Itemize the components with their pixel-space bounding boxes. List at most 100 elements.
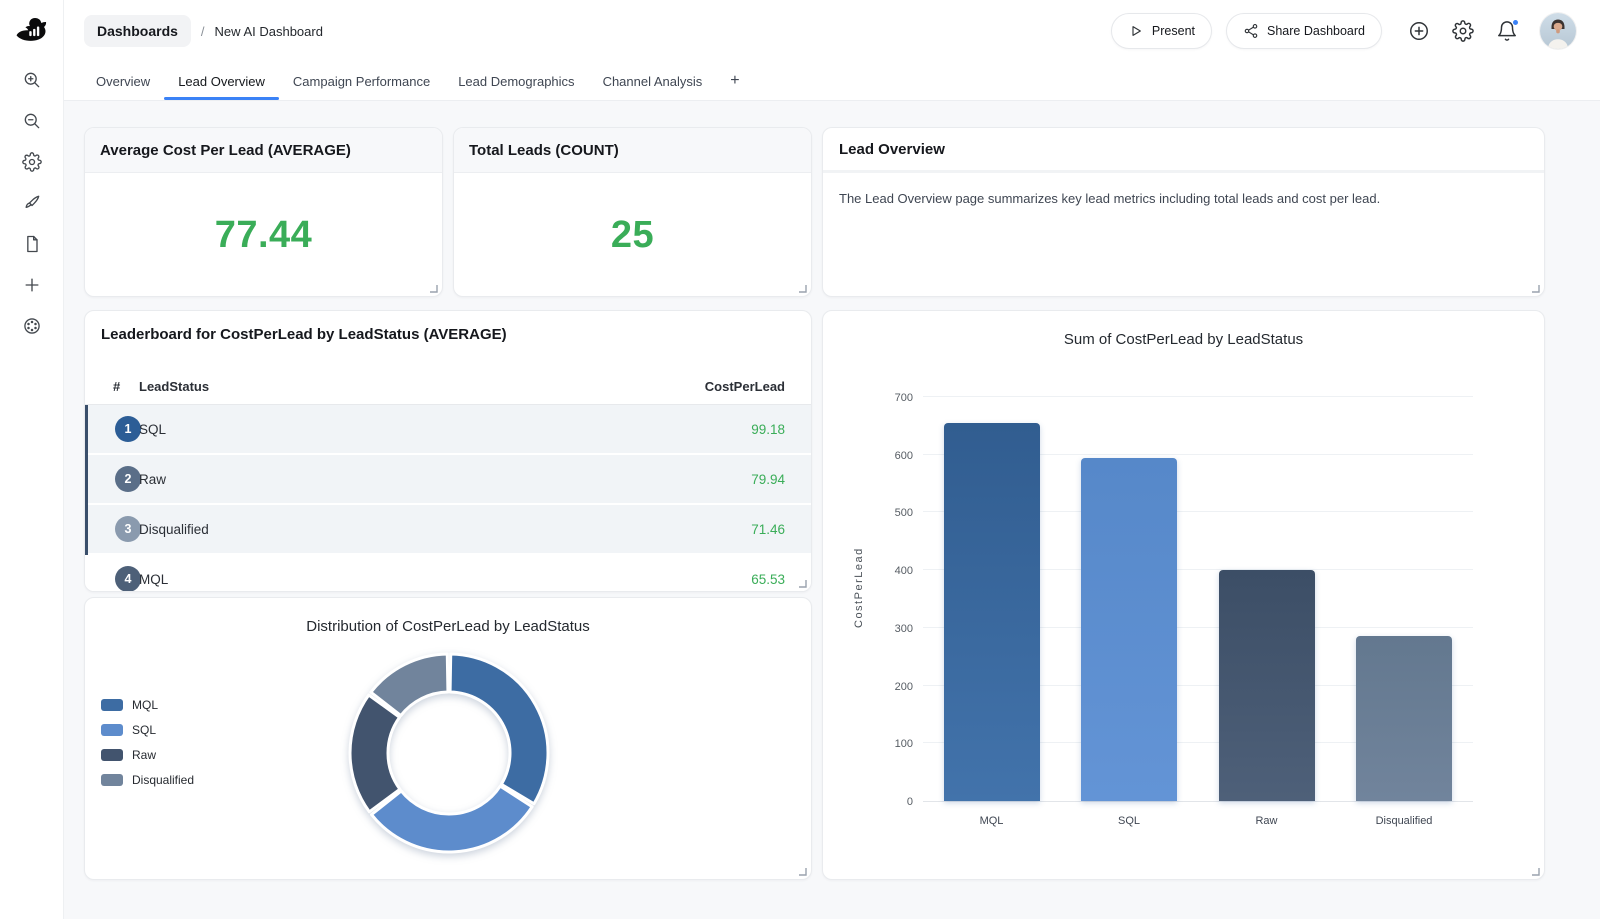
bar-raw[interactable] bbox=[1219, 570, 1315, 801]
legend-swatch bbox=[101, 699, 123, 711]
card-lead-overview-text: Lead Overview The Lead Overview page sum… bbox=[822, 127, 1545, 297]
donut-segment-mql[interactable] bbox=[450, 654, 548, 804]
present-button-label: Present bbox=[1152, 24, 1195, 38]
add-tab-button[interactable]: + bbox=[716, 62, 753, 100]
legend-swatch bbox=[101, 749, 123, 761]
tab-lead-demographics[interactable]: Lead Demographics bbox=[444, 62, 588, 100]
document-icon[interactable] bbox=[22, 234, 42, 254]
share-dashboard-button[interactable]: Share Dashboard bbox=[1226, 13, 1382, 49]
resize-handle[interactable] bbox=[1529, 281, 1541, 293]
legend-swatch bbox=[101, 724, 123, 736]
metric-value: 77.44 bbox=[85, 173, 442, 297]
status-cell: Disqualified bbox=[139, 522, 671, 537]
legend-label: Disqualified bbox=[132, 773, 194, 787]
bar-disqualified[interactable] bbox=[1356, 636, 1452, 801]
palette-wheel-icon[interactable] bbox=[22, 316, 42, 336]
y-tick-700: 700 bbox=[869, 392, 913, 404]
rank-badge: 2 bbox=[115, 466, 141, 492]
legend-label: SQL bbox=[132, 723, 156, 737]
rank-cell: 3 bbox=[85, 516, 139, 542]
present-button[interactable]: Present bbox=[1111, 13, 1212, 49]
breadcrumb-dashboards[interactable]: Dashboards bbox=[84, 15, 191, 47]
gridline-700 bbox=[923, 396, 1473, 397]
card-title: Average Cost Per Lead (AVERAGE) bbox=[85, 128, 442, 173]
legend-item-raw[interactable]: Raw bbox=[101, 748, 194, 762]
donut-segment-raw[interactable] bbox=[350, 695, 400, 812]
leaderboard-row-disqualified[interactable]: 3Disqualified71.46 bbox=[85, 505, 811, 555]
card-leaderboard: Leaderboard for CostPerLead by LeadStatu… bbox=[84, 310, 812, 592]
top-actions: Present Share Dashboard bbox=[1111, 13, 1576, 49]
user-avatar[interactable] bbox=[1540, 13, 1576, 49]
share-dashboard-label: Share Dashboard bbox=[1267, 24, 1365, 38]
resize-handle[interactable] bbox=[1529, 864, 1541, 876]
leaderboard-row-raw[interactable]: 2Raw79.94 bbox=[85, 455, 811, 505]
status-cell: MQL bbox=[139, 572, 671, 587]
leaderboard-row-sql[interactable]: 1SQL99.18 bbox=[85, 405, 811, 455]
rank-badge: 4 bbox=[115, 566, 141, 592]
leaderboard-accent-bar bbox=[85, 405, 88, 555]
value-cell: 71.46 bbox=[671, 522, 811, 537]
x-tick-mql: MQL bbox=[923, 815, 1060, 827]
card-bar-chart: Sum of CostPerLead by LeadStatus CostPer… bbox=[822, 310, 1545, 880]
leaderboard-row-mql[interactable]: 4MQL65.53 bbox=[85, 555, 811, 592]
tab-overview[interactable]: Overview bbox=[82, 62, 164, 100]
resize-handle[interactable] bbox=[796, 576, 808, 588]
settings-gear-icon[interactable] bbox=[22, 152, 42, 172]
table-header: # LeadStatus CostPerLead bbox=[85, 369, 811, 405]
dashboard-canvas: Average Cost Per Lead (AVERAGE) 77.44 To… bbox=[64, 101, 1600, 919]
gear-icon bbox=[1452, 20, 1474, 42]
tab-campaign-performance[interactable]: Campaign Performance bbox=[279, 62, 444, 100]
resize-handle[interactable] bbox=[427, 281, 439, 293]
chart-title: Distribution of CostPerLead by LeadStatu… bbox=[85, 618, 811, 635]
metric-value: 25 bbox=[454, 173, 811, 297]
legend-item-disqualified[interactable]: Disqualified bbox=[101, 773, 194, 787]
zoom-in-icon[interactable] bbox=[22, 70, 42, 90]
notifications-button[interactable] bbox=[1496, 20, 1518, 42]
legend-item-mql[interactable]: MQL bbox=[101, 698, 194, 712]
rank-cell: 4 bbox=[85, 566, 139, 592]
value-cell: 79.94 bbox=[671, 472, 811, 487]
add-widget-button[interactable] bbox=[1408, 20, 1430, 42]
bar-sql[interactable] bbox=[1081, 458, 1177, 801]
breadcrumb-current: New AI Dashboard bbox=[215, 24, 323, 39]
app-logo-duck-icon[interactable] bbox=[12, 12, 52, 52]
rank-badge: 3 bbox=[115, 516, 141, 542]
brush-icon[interactable] bbox=[22, 193, 42, 213]
settings-button[interactable] bbox=[1452, 20, 1474, 42]
rank-cell: 2 bbox=[85, 466, 139, 492]
bar-mql[interactable] bbox=[944, 423, 1040, 801]
card-title: Leaderboard for CostPerLead by LeadStatu… bbox=[85, 311, 811, 343]
y-tick-400: 400 bbox=[869, 565, 913, 577]
rank-badge: 1 bbox=[115, 416, 141, 442]
play-icon bbox=[1128, 23, 1144, 39]
card-average-cost-per-lead: Average Cost Per Lead (AVERAGE) 77.44 bbox=[84, 127, 443, 297]
resize-handle[interactable] bbox=[796, 281, 808, 293]
value-cell: 65.53 bbox=[671, 572, 811, 587]
legend-label: MQL bbox=[132, 698, 158, 712]
legend-label: Raw bbox=[132, 748, 156, 762]
x-tick-sql: SQL bbox=[1061, 815, 1198, 827]
chart-title: Sum of CostPerLead by LeadStatus bbox=[823, 331, 1544, 348]
rank-cell: 1 bbox=[85, 416, 139, 442]
chart-legend: MQL SQL Raw Disqualified bbox=[101, 698, 194, 787]
tab-channel-analysis[interactable]: Channel Analysis bbox=[589, 62, 717, 100]
y-tick-500: 500 bbox=[869, 507, 913, 519]
resize-handle[interactable] bbox=[796, 864, 808, 876]
y-tick-100: 100 bbox=[869, 738, 913, 750]
notification-dot bbox=[1512, 19, 1519, 26]
y-tick-600: 600 bbox=[869, 450, 913, 462]
legend-item-sql[interactable]: SQL bbox=[101, 723, 194, 737]
zoom-out-icon[interactable] bbox=[22, 111, 42, 131]
bar-plot-area: 0100200300400500600700MQLSQLRawDisqualif… bbox=[923, 398, 1473, 802]
donut-segment-sql[interactable] bbox=[371, 786, 532, 852]
x-tick-raw: Raw bbox=[1198, 815, 1335, 827]
add-icon[interactable] bbox=[22, 275, 42, 295]
column-header-leadstatus: LeadStatus bbox=[139, 379, 671, 394]
tab-lead-overview[interactable]: Lead Overview bbox=[164, 62, 279, 100]
status-cell: Raw bbox=[139, 472, 671, 487]
legend-swatch bbox=[101, 774, 123, 786]
table-rows: 1SQL99.182Raw79.943Disqualified71.464MQL… bbox=[85, 405, 811, 592]
column-header-costperlead: CostPerLead bbox=[671, 379, 811, 394]
card-donut-chart: Distribution of CostPerLead by LeadStatu… bbox=[84, 597, 812, 880]
breadcrumb-separator: / bbox=[201, 24, 205, 39]
